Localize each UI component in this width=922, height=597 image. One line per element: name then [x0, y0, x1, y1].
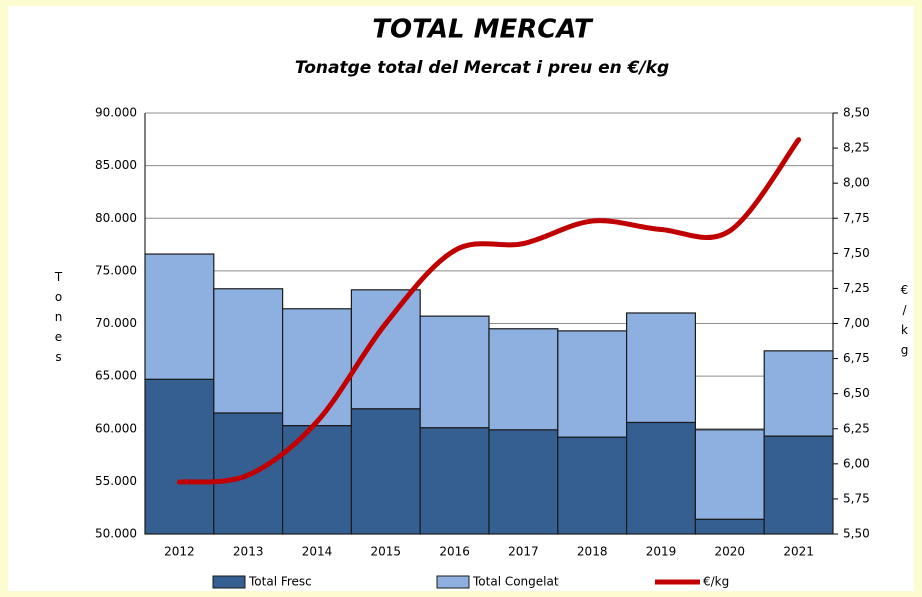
bar — [282, 308, 353, 427]
x-tick-label: 2019 — [646, 545, 677, 559]
bar — [488, 429, 559, 535]
x-tick-label: 2013 — [233, 545, 264, 559]
bar — [282, 424, 353, 535]
legend-label: €/kg — [703, 575, 729, 589]
bar — [144, 253, 215, 380]
bar — [350, 408, 421, 535]
bar — [419, 315, 490, 429]
x-tick-label: 2017 — [508, 545, 539, 559]
bar — [419, 427, 490, 535]
bar — [213, 288, 284, 414]
bar — [350, 289, 421, 410]
bar — [557, 436, 628, 535]
y2-tick-label: 7,75 — [843, 211, 870, 225]
bar — [144, 378, 215, 535]
y-tick-label: 50.000 — [95, 527, 137, 541]
x-tick-label: 2018 — [577, 545, 608, 559]
y2-tick-label: 7,50 — [843, 246, 870, 260]
y-tick-label: 55.000 — [95, 474, 137, 488]
y2-tick-label: 5,50 — [843, 527, 870, 541]
x-tick-label: 2015 — [371, 545, 402, 559]
bar — [763, 435, 834, 535]
legend-swatch — [212, 575, 246, 589]
y2-tick-label: 8,00 — [843, 176, 870, 190]
y2-tick-label: 5,75 — [843, 491, 870, 505]
price-line — [176, 137, 802, 485]
y-tick-label: 65.000 — [95, 369, 137, 383]
x-tick-label: 2020 — [715, 545, 746, 559]
y2-tick-label: 8,50 — [843, 106, 870, 120]
y-tick-label: 70.000 — [95, 316, 137, 330]
x-tick-label: 2012 — [164, 545, 195, 559]
x-tick-label: 2021 — [783, 545, 814, 559]
y2-tick-label: 7,25 — [843, 281, 870, 295]
chart-subtitle: Tonatge total del Mercat i preu en €/kg — [295, 58, 669, 78]
y2-tick-label: 6,00 — [843, 456, 870, 470]
y2-tick-label: 6,75 — [843, 351, 870, 365]
y2-tick-label: 8,25 — [843, 141, 870, 155]
y-tick-label: 75.000 — [95, 263, 137, 277]
bar — [694, 518, 765, 535]
y2-tick-label: 6,25 — [843, 421, 870, 435]
y-axis-label: Tones — [52, 270, 66, 370]
y2-axis-label: €/kg — [898, 283, 912, 363]
legend-label: Total Congelat — [472, 575, 559, 589]
bar — [625, 312, 696, 424]
y2-tick-label: 7,00 — [843, 316, 870, 330]
y-tick-label: 60.000 — [95, 421, 137, 435]
bar — [694, 429, 765, 520]
bar — [488, 328, 559, 431]
y2-tick-label: 6,50 — [843, 386, 870, 400]
chart-title: TOTAL MERCAT — [372, 15, 594, 45]
legend-swatch — [436, 575, 470, 589]
legend-label: Total Fresc — [248, 575, 312, 589]
y-tick-label: 80.000 — [95, 211, 137, 225]
y-tick-label: 90.000 — [95, 106, 137, 120]
x-tick-label: 2016 — [439, 545, 470, 559]
bar — [625, 421, 696, 535]
x-tick-label: 2014 — [302, 545, 333, 559]
bar — [557, 330, 628, 438]
bar — [763, 350, 834, 437]
y-tick-label: 85.000 — [95, 158, 137, 172]
